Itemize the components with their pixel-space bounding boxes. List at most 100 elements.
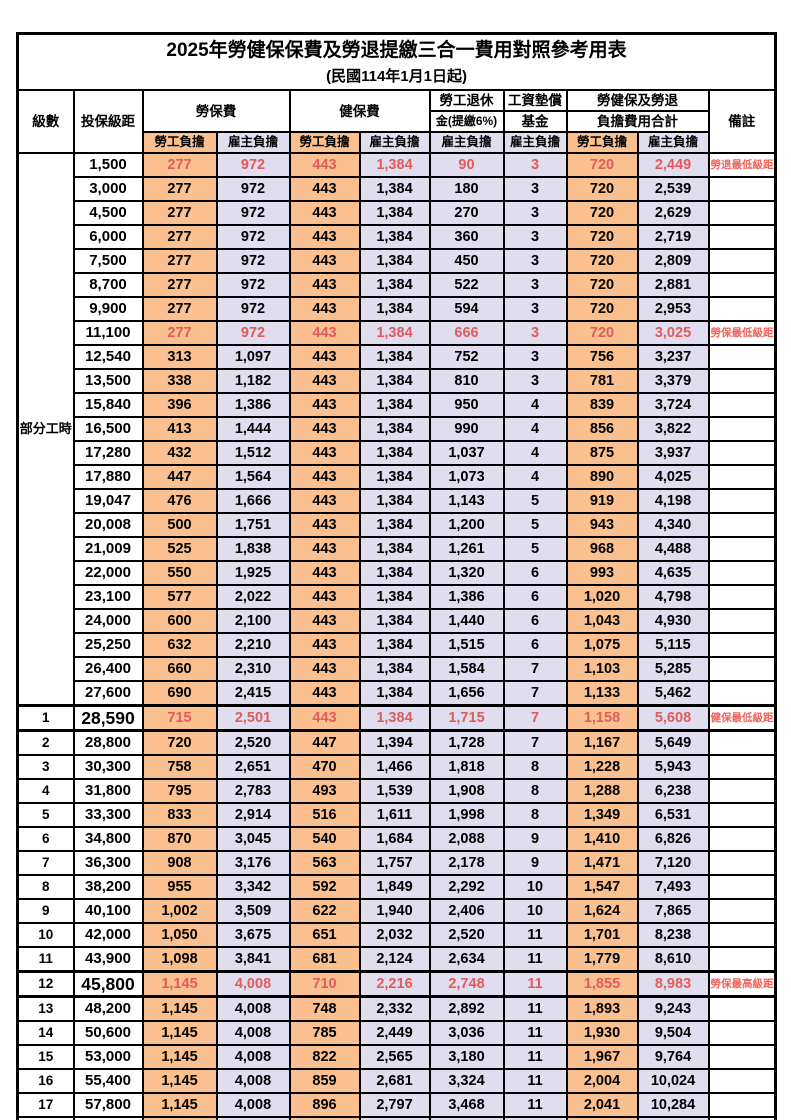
cell-a1: 1,098 [141, 946, 218, 973]
cell-a1: 396 [141, 392, 218, 418]
cell-b2: 1,384 [358, 152, 431, 178]
cell-bracket: 45,800 [72, 970, 144, 998]
cell-b2: 1,384 [358, 176, 431, 202]
cell-level: 9 [16, 898, 75, 924]
cell-a1: 600 [141, 608, 218, 634]
cell-b1: 443 [288, 488, 361, 514]
cell-a2: 2,914 [215, 802, 291, 828]
cell-a2: 2,022 [215, 584, 291, 610]
cell-b1: 859 [288, 1068, 361, 1094]
cell-a2: 4,008 [215, 1116, 291, 1120]
cell-t1: 720 [565, 320, 639, 346]
cell-f: 11 [502, 1044, 568, 1070]
cell-a2: 1,666 [215, 488, 291, 514]
header-health-insurance: 健保費 [288, 89, 431, 133]
cell-b1: 443 [288, 440, 361, 466]
cell-t1: 720 [565, 224, 639, 250]
cell-t2: 2,809 [636, 248, 710, 274]
cell-b2: 1,384 [358, 464, 431, 490]
cell-t2: 4,025 [636, 464, 710, 490]
cell-a2: 2,210 [215, 632, 291, 658]
cell-b2: 2,942 [358, 1116, 431, 1120]
cell-t2: 10,024 [636, 1068, 710, 1094]
table-row: 8,700 277 972 443 1,384 522 3 720 2,881 [18, 272, 777, 298]
cell-t1: 781 [565, 368, 639, 394]
header-total-line1: 勞健保及勞退 [565, 89, 710, 112]
cell-b1: 493 [288, 778, 361, 804]
cell-t2: 2,881 [636, 272, 710, 298]
table-row: 16,500 413 1,444 443 1,384 990 4 856 3,822 [18, 416, 777, 442]
cell-p: 1,728 [428, 729, 505, 756]
cell-note [707, 1116, 777, 1120]
header-notes: 備註 [707, 89, 777, 154]
cell-t2: 3,937 [636, 440, 710, 466]
cell-note [707, 368, 777, 394]
header-health-employee-label: 勞工負擔 [288, 131, 361, 154]
cell-f: 3 [502, 200, 568, 226]
cell-bracket: 23,100 [72, 584, 144, 610]
cell-b1: 443 [288, 344, 361, 370]
cell-note [707, 560, 777, 586]
cell-t1: 856 [565, 416, 639, 442]
cell-note [707, 200, 777, 226]
cell-t1: 943 [565, 512, 639, 538]
cell-bracket: 55,400 [72, 1068, 144, 1094]
header-pension-line1: 勞工退休 [428, 89, 505, 112]
cell-bracket: 20,008 [72, 512, 144, 538]
cell-a1: 795 [141, 778, 218, 804]
cell-b1: 651 [288, 922, 361, 948]
cell-a2: 4,008 [215, 1092, 291, 1118]
table-row: 4 31,800 795 2,783 493 1,539 1,908 8 1,288 6,238 [16, 778, 777, 804]
cell-level: 11 [16, 946, 75, 973]
cell-note [707, 440, 777, 466]
cell-bracket: 1,500 [72, 152, 144, 178]
cell-a1: 338 [141, 368, 218, 394]
cell-t2: 7,493 [636, 874, 710, 900]
cell-f: 3 [502, 272, 568, 298]
cell-level: 12 [16, 970, 75, 998]
cell-f: 11 [502, 922, 568, 948]
cell-b1: 748 [288, 995, 361, 1022]
cell-a1: 1,145 [141, 1044, 218, 1070]
cell-t1: 756 [565, 344, 639, 370]
cell-a1: 577 [141, 584, 218, 610]
cell-f: 4 [502, 416, 568, 442]
cell-bracket: 17,880 [72, 464, 144, 490]
cell-p: 3,324 [428, 1068, 505, 1094]
table-row: 9 40,100 1,002 3,509 622 1,940 2,406 10 1,624 7,8… [16, 898, 777, 924]
cell-t2: 5,462 [636, 680, 710, 707]
cell-f: 7 [502, 729, 568, 756]
cell-b2: 1,384 [358, 680, 431, 707]
table-row: 24,000 600 2,100 443 1,384 1,440 6 1,043 4,930 [18, 608, 777, 634]
cell-p: 2,406 [428, 898, 505, 924]
cell-a1: 1,050 [141, 922, 218, 948]
cell-a1: 1,002 [141, 898, 218, 924]
table-row: 8 38,200 955 3,342 592 1,849 2,292 10 1,547 7,493 [16, 874, 777, 900]
cell-f: 8 [502, 754, 568, 780]
cell-t2: 2,449 [636, 152, 710, 178]
cell-f: 3 [502, 176, 568, 202]
cell-p: 594 [428, 296, 505, 322]
cell-b1: 443 [288, 296, 361, 322]
cell-b2: 1,384 [358, 440, 431, 466]
cell-t1: 2,088 [565, 1116, 639, 1120]
cell-p: 2,178 [428, 850, 505, 876]
cell-note: 勞保最低級距 [707, 320, 777, 346]
cell-p: 1,261 [428, 536, 505, 562]
header-fund-employer-label: 雇主負擔 [502, 131, 568, 154]
cell-b2: 1,384 [358, 584, 431, 610]
cell-a2: 1,564 [215, 464, 291, 490]
cell-b2: 1,384 [358, 248, 431, 274]
table-row: 19,047 476 1,666 443 1,384 1,143 5 919 4,198 [18, 488, 777, 514]
cell-a2: 2,501 [215, 704, 291, 732]
cell-level: 8 [16, 874, 75, 900]
cell-a2: 1,386 [215, 392, 291, 418]
cell-a2: 1,512 [215, 440, 291, 466]
table-row: 11 43,900 1,098 3,841 681 2,124 2,634 11 1,779 8,… [16, 946, 777, 973]
cell-a1: 660 [141, 656, 218, 682]
cell-t1: 919 [565, 488, 639, 514]
cell-a1: 690 [141, 680, 218, 707]
cell-bracket: 17,280 [72, 440, 144, 466]
cell-a2: 3,509 [215, 898, 291, 924]
header-labor-employee-label: 勞工負擔 [141, 131, 218, 154]
